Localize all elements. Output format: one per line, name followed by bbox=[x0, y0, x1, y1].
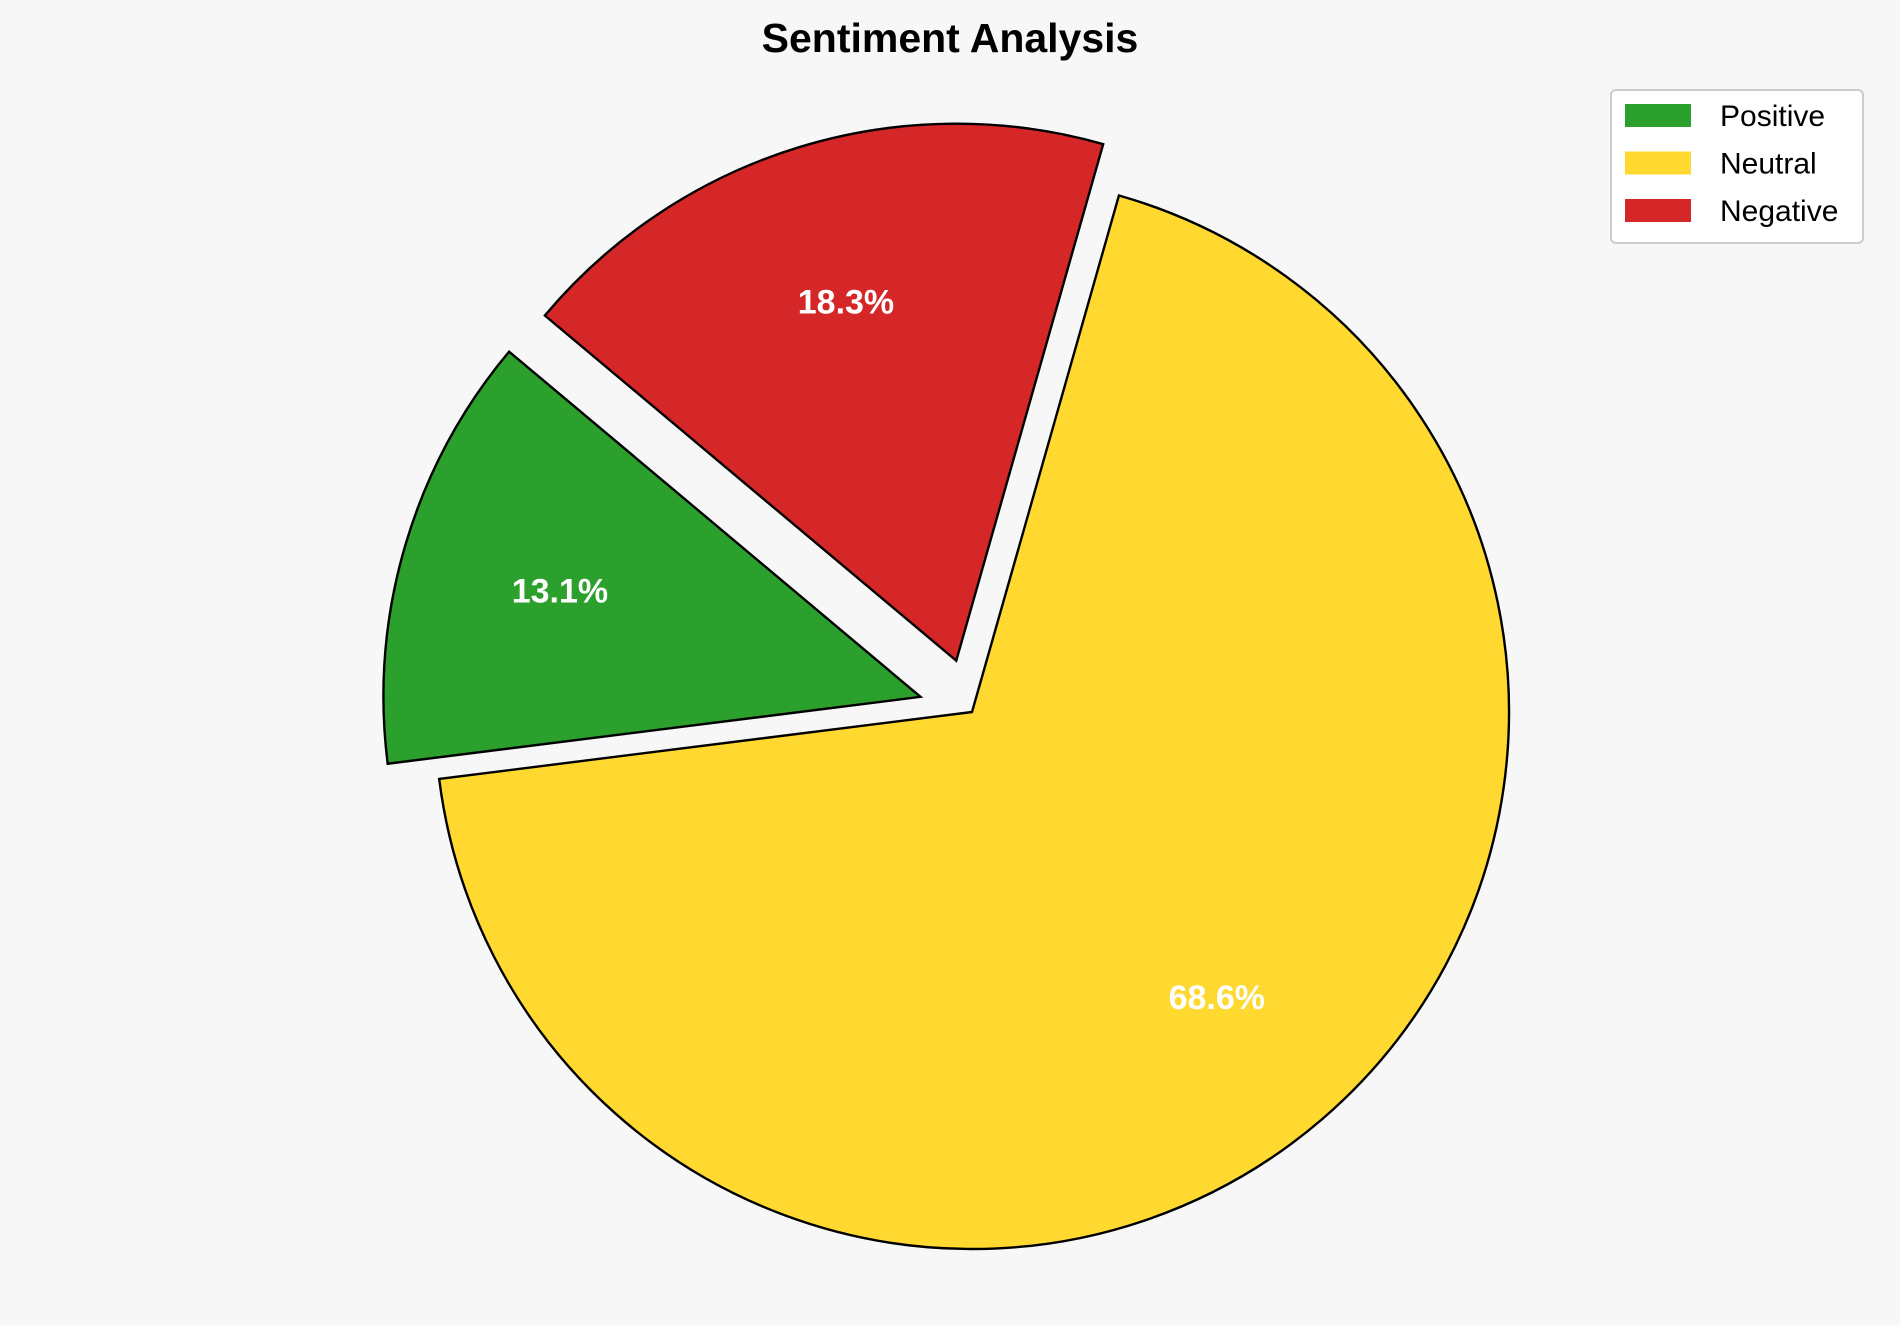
legend-label-positive: Positive bbox=[1720, 100, 1825, 133]
slice-label-negative: 18.3% bbox=[798, 283, 894, 321]
chart-title: Sentiment Analysis bbox=[762, 15, 1139, 61]
pie-slice-positive bbox=[382, 349, 924, 766]
pie-slice-negative bbox=[543, 122, 1105, 663]
pie-wedges: 13.1% 68.6% 18.3% bbox=[382, 122, 1511, 1251]
legend-swatch-positive bbox=[1625, 104, 1691, 127]
legend-label-neutral: Neutral bbox=[1720, 148, 1817, 181]
slice-label-neutral: 68.6% bbox=[1169, 979, 1265, 1017]
slice-label-positive: 13.1% bbox=[512, 573, 608, 611]
legend-swatch-negative bbox=[1625, 199, 1691, 222]
legend-swatch-neutral bbox=[1625, 151, 1691, 175]
legend-label-negative: Negative bbox=[1720, 195, 1838, 228]
legend: Positive Neutral Negative bbox=[1610, 89, 1864, 244]
pie-slice-neutral bbox=[437, 194, 1511, 1251]
